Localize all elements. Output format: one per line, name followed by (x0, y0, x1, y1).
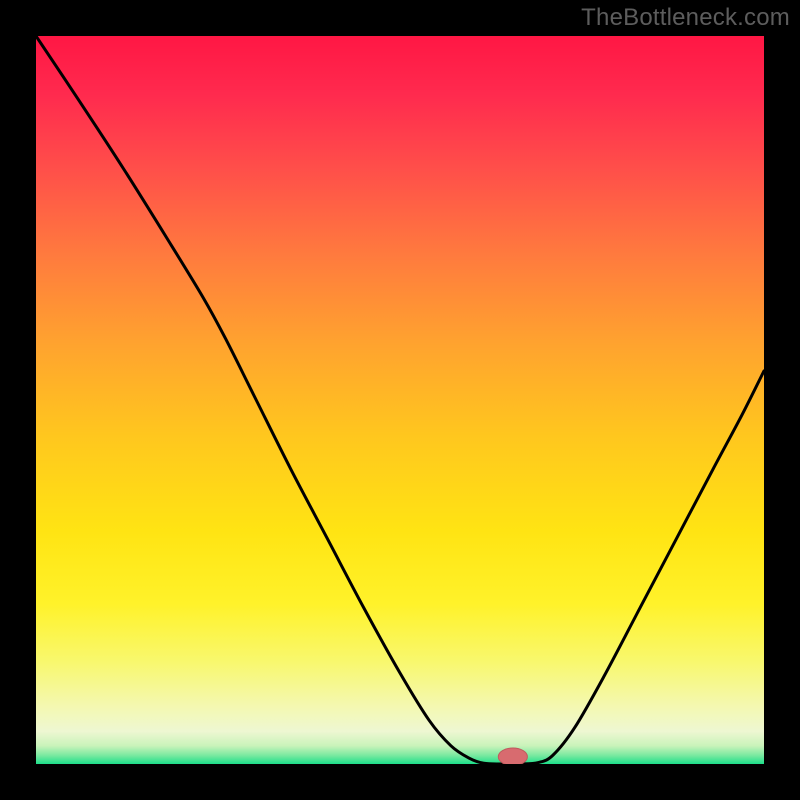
optimum-marker (498, 748, 527, 764)
watermark-text: TheBottleneck.com (581, 4, 790, 32)
chart-svg (36, 36, 764, 764)
plot-area (36, 36, 764, 764)
chart-container: TheBottleneck.com (0, 0, 800, 800)
gradient-background (36, 36, 764, 764)
